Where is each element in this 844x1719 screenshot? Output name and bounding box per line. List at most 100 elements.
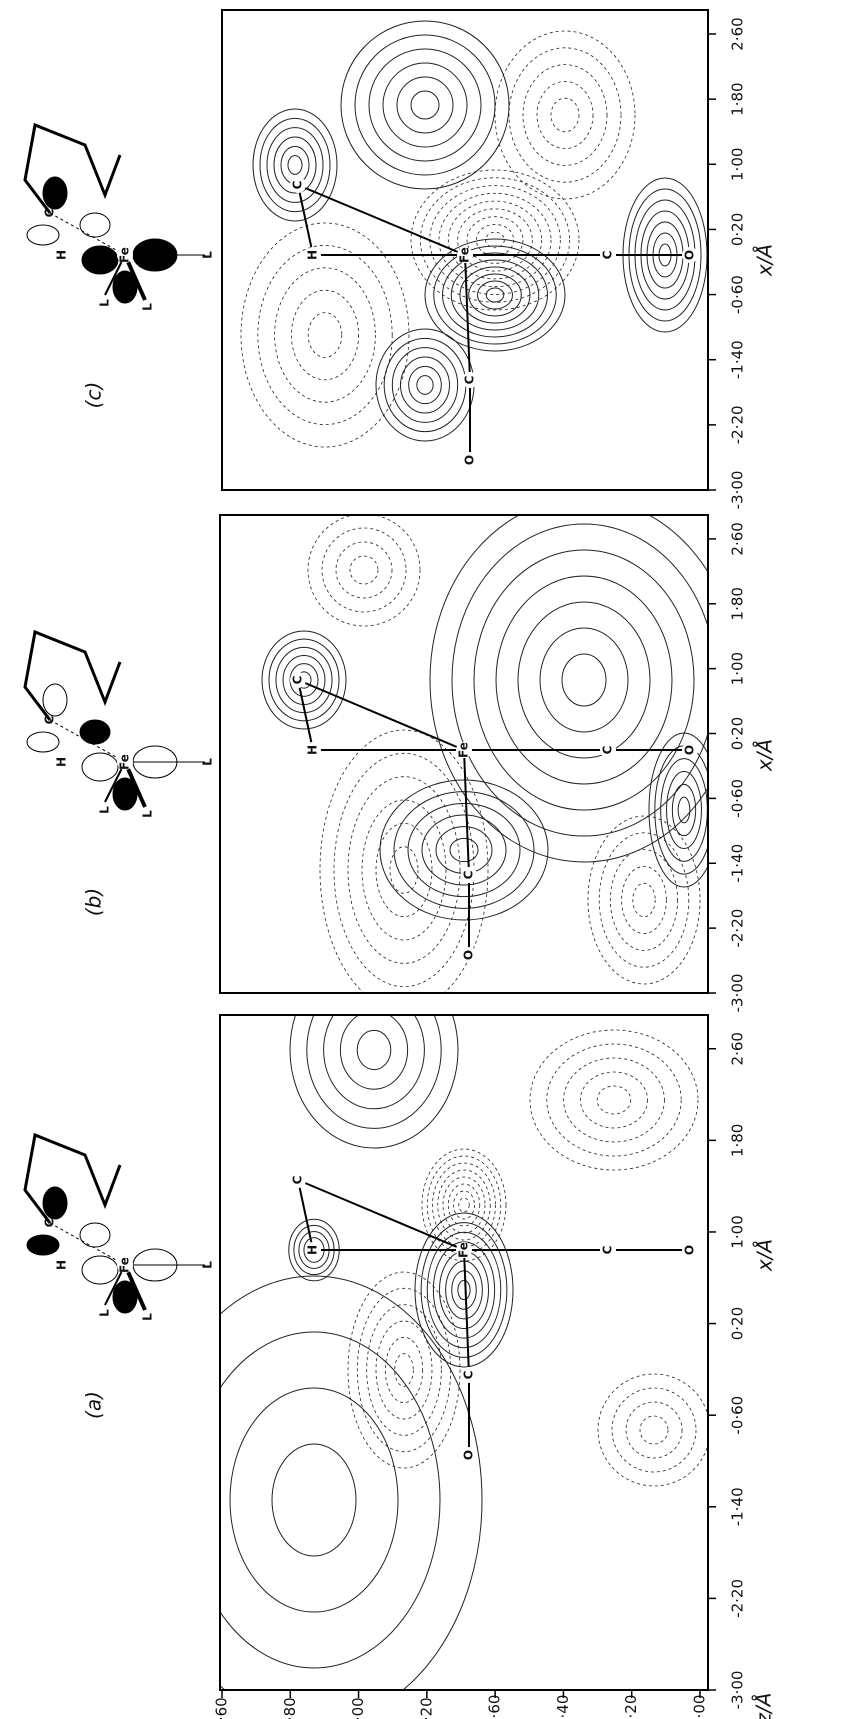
x-axis-label: x/Å — [753, 1239, 777, 1272]
contour — [588, 816, 700, 984]
contour — [355, 35, 495, 175]
contour — [454, 1191, 475, 1219]
contour — [509, 48, 621, 182]
atom-label: O — [683, 250, 697, 260]
sketch-label: C — [43, 208, 57, 217]
atom-label: H — [306, 745, 320, 755]
contour — [439, 193, 551, 286]
contour — [597, 1086, 631, 1114]
lobe — [43, 177, 67, 209]
contour — [486, 288, 504, 302]
z-tick-label: -1·40 — [554, 1695, 572, 1719]
contour — [518, 602, 650, 758]
sketch-label: L — [98, 806, 112, 814]
figure: OCFeHCCO-3·00-2·20-1·40-0·600·201·001·80… — [0, 0, 844, 1719]
contour — [392, 348, 457, 423]
z-axis-label: z/Å — [752, 1693, 776, 1719]
contour — [241, 223, 409, 447]
x-tick-label: -1·40 — [729, 1487, 747, 1526]
sketch-label: C — [43, 715, 57, 724]
sketch-label: L — [141, 1313, 155, 1321]
atom-label: C — [291, 675, 305, 684]
lobe — [80, 213, 110, 237]
contour — [633, 883, 655, 917]
contour — [401, 357, 450, 413]
contour — [564, 1058, 665, 1142]
lobe — [80, 1223, 110, 1247]
contours — [146, 952, 710, 1719]
contour — [486, 232, 505, 248]
contour — [478, 281, 513, 309]
contour — [291, 290, 358, 380]
atom-label: O — [462, 950, 476, 960]
x-axis-label: x/Å — [753, 244, 777, 277]
contour — [540, 628, 628, 732]
x-tick-label: 2·60 — [729, 522, 747, 555]
x-axis-label: x/Å — [753, 739, 777, 772]
sketch-label: L — [141, 303, 155, 311]
contour — [308, 514, 420, 626]
panel — [25, 498, 738, 1010]
z-tick-label: 0·20 — [417, 1697, 435, 1719]
atom-label: O — [463, 455, 477, 465]
sketch-label: C — [43, 1218, 57, 1227]
lobe — [82, 246, 118, 274]
contour — [411, 170, 579, 310]
contour — [448, 1184, 480, 1226]
sketch-label: L — [98, 299, 112, 307]
contour — [376, 1321, 432, 1419]
contour — [409, 366, 442, 403]
page: OCFeHCCO-3·00-2·20-1·40-0·600·201·001·80… — [0, 0, 844, 1719]
contour — [562, 654, 606, 706]
x-tick-label: 1·00 — [729, 652, 747, 685]
contour — [450, 838, 478, 861]
contour — [288, 156, 302, 175]
panel-label: (a) — [82, 1391, 106, 1419]
lobe — [43, 1187, 67, 1219]
contour — [430, 498, 738, 862]
sketch-label: Fe — [118, 247, 132, 263]
contour — [272, 1444, 356, 1556]
contour — [434, 246, 557, 344]
atom-label: O — [683, 1245, 697, 1255]
z-tick-label: -0·60 — [486, 1695, 504, 1719]
atom-label: O — [462, 1450, 476, 1460]
contour — [411, 91, 439, 119]
contour — [452, 524, 716, 836]
contour — [376, 329, 474, 441]
x-tick-label: -2·20 — [729, 1579, 747, 1618]
contour — [397, 77, 453, 133]
lobe — [82, 753, 118, 781]
contour — [530, 1030, 698, 1170]
contour — [452, 1271, 477, 1310]
atom-label: C — [601, 1245, 615, 1254]
lobe — [82, 1256, 118, 1284]
x-tick-label: 0·20 — [729, 213, 747, 246]
contour — [496, 576, 672, 784]
contour — [334, 753, 474, 986]
contour — [640, 1416, 668, 1444]
x-tick-label: -3·00 — [729, 974, 747, 1013]
sketch-label: L — [141, 810, 155, 818]
contour — [458, 1280, 470, 1299]
atom-label: C — [601, 250, 615, 259]
contour — [341, 21, 509, 189]
contour — [551, 98, 579, 132]
contour — [308, 313, 342, 358]
contour — [362, 800, 446, 940]
z-tick-label: 1·00 — [349, 1697, 367, 1719]
contour — [598, 1374, 710, 1486]
contour — [322, 528, 406, 612]
contour — [336, 542, 392, 598]
contour — [146, 1276, 482, 1719]
x-tick-label: -1·40 — [729, 844, 747, 883]
contour — [612, 1388, 696, 1472]
contour — [460, 267, 530, 323]
sketch-label: L — [201, 251, 215, 259]
contour — [433, 1163, 496, 1247]
x-tick-label: 0·20 — [729, 717, 747, 750]
x-tick-label: -3·00 — [729, 471, 747, 510]
x-tick-label: -0·60 — [729, 275, 747, 314]
lobe — [27, 225, 59, 245]
contour — [610, 850, 677, 951]
